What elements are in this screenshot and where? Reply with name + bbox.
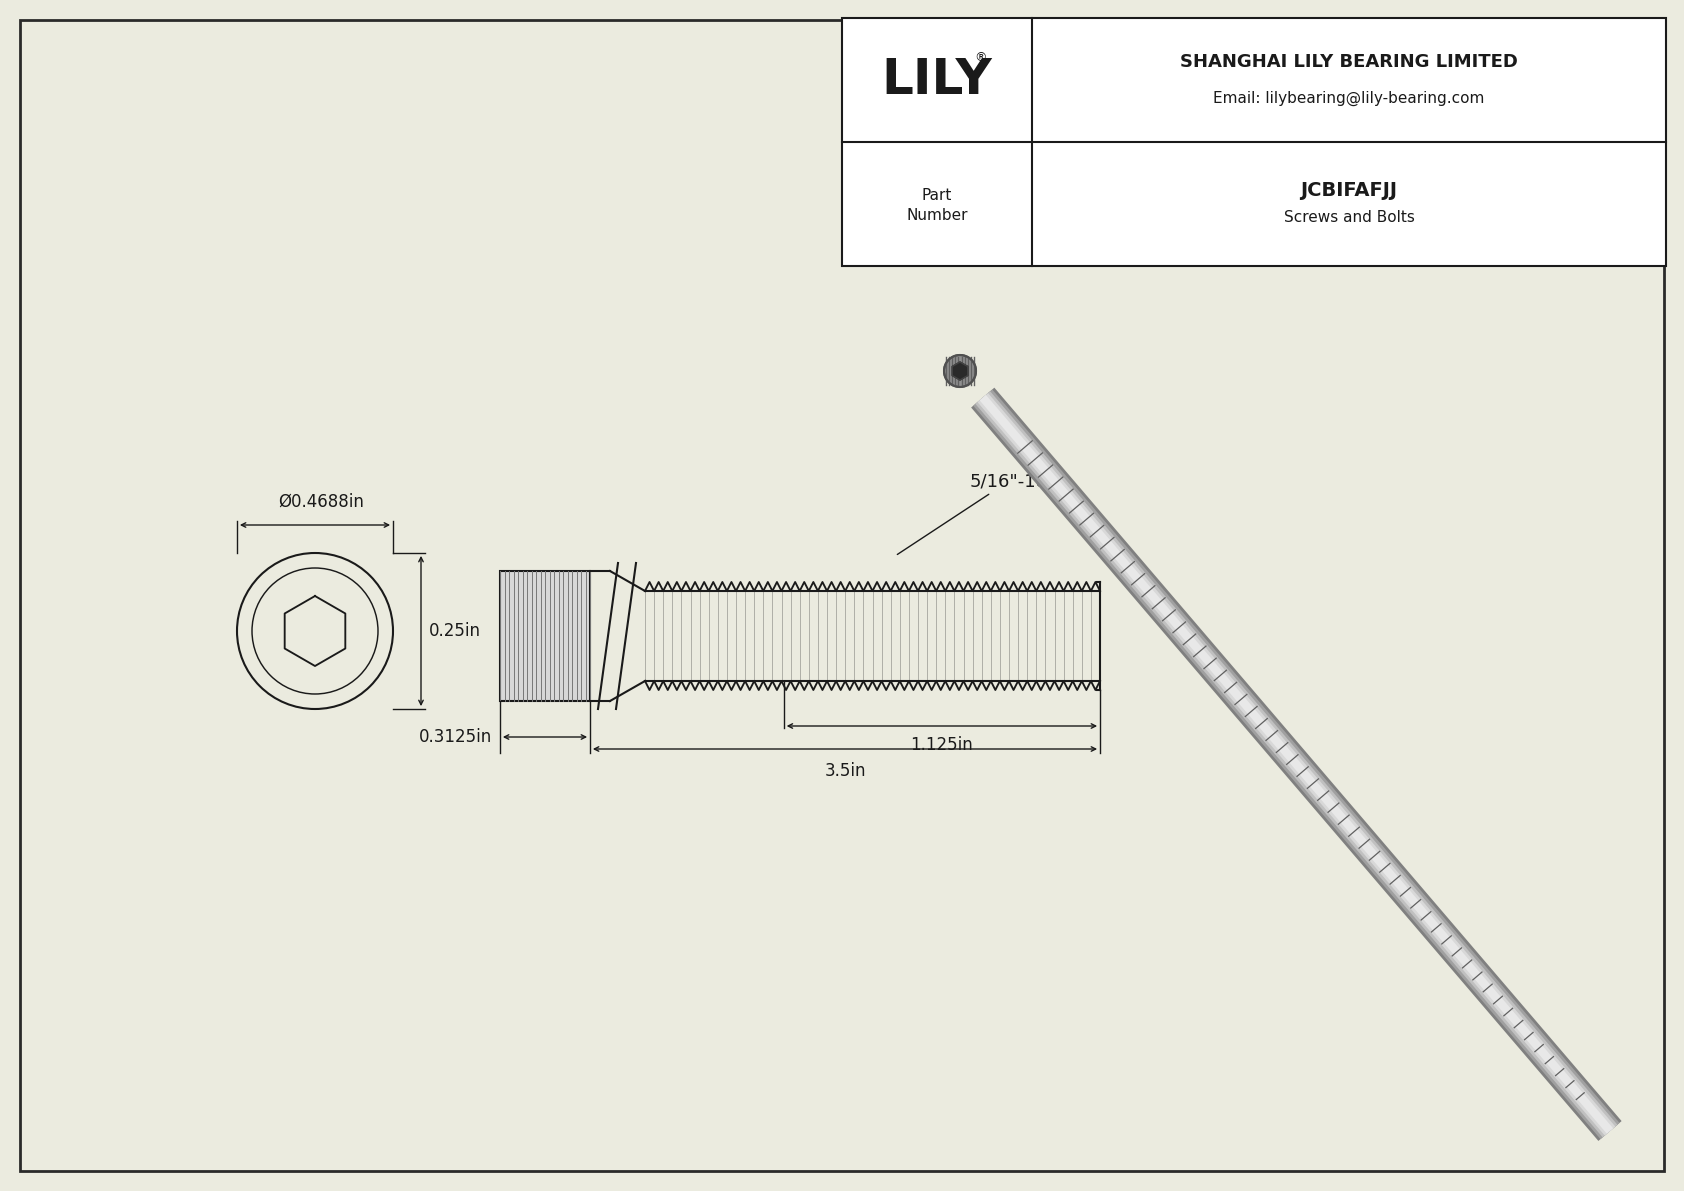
Text: Screws and Bolts: Screws and Bolts — [1283, 211, 1415, 225]
Text: Number: Number — [906, 208, 968, 224]
Text: JCBIFAFJJ: JCBIFAFJJ — [1300, 181, 1398, 200]
Text: 5/16"-18: 5/16"-18 — [898, 472, 1047, 555]
Text: Part: Part — [921, 188, 951, 204]
Text: Ø0.4688in: Ø0.4688in — [278, 493, 364, 511]
Bar — [842, 18, 1665, 266]
Bar — [500, 570, 589, 701]
Text: 3.5in: 3.5in — [823, 762, 866, 780]
Polygon shape — [945, 355, 977, 387]
Text: ®: ® — [975, 51, 987, 64]
Text: 0.3125in: 0.3125in — [419, 728, 492, 746]
Text: 1.125in: 1.125in — [911, 736, 973, 754]
Text: Email: lilybearing@lily-bearing.com: Email: lilybearing@lily-bearing.com — [1212, 91, 1485, 106]
Text: SHANGHAI LILY BEARING LIMITED: SHANGHAI LILY BEARING LIMITED — [1180, 54, 1517, 71]
Polygon shape — [951, 362, 968, 380]
Text: 0.25in: 0.25in — [429, 622, 482, 640]
Text: LILY: LILY — [882, 56, 992, 104]
